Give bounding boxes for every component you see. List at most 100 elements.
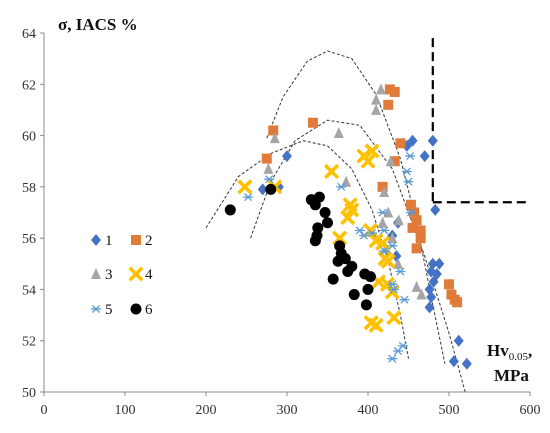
fit-curve (250, 119, 466, 393)
series-2-point (415, 233, 426, 244)
x-tick-label: 400 (358, 403, 379, 418)
series-5-point (336, 182, 347, 191)
x-axis-label-tail: , (528, 341, 532, 360)
legend-item-1: 1 (91, 233, 113, 249)
threshold-lines (431, 38, 530, 204)
series-5-point (395, 267, 406, 276)
series-4-point (363, 315, 379, 331)
x-tick-label: 600 (520, 403, 541, 418)
series-5-point (354, 226, 365, 235)
series-2-point (444, 279, 454, 290)
series-6-point (309, 235, 321, 247)
series-1-point (448, 355, 459, 368)
legend-item-4: 4 (128, 266, 153, 283)
legend-label-4: 4 (145, 267, 153, 283)
series-1-point (424, 301, 435, 314)
legend-item-5: 5 (91, 302, 113, 318)
series-6-point (342, 265, 354, 277)
series-1 (257, 134, 472, 370)
y-tick-label: 58 (22, 181, 36, 196)
series-3 (263, 83, 427, 300)
series-5-point (358, 231, 369, 240)
series-3-point (333, 127, 344, 139)
series-4-point (362, 222, 378, 238)
series-6-point (362, 283, 374, 295)
series-4-point (360, 153, 376, 169)
series-6-point (309, 199, 321, 211)
series-6-point (360, 299, 372, 311)
series-3-point (416, 288, 427, 300)
series-5-point (401, 167, 412, 176)
series-4-point (340, 210, 356, 226)
series-2-point (268, 125, 279, 136)
series-3-point (377, 216, 388, 228)
series-6-point (224, 204, 236, 216)
legend-marker-4 (128, 266, 144, 282)
series-3-point (411, 280, 422, 292)
series-4-point (364, 143, 380, 159)
series-1-point (282, 150, 292, 163)
series-2-point (307, 117, 318, 128)
series-3-point (371, 93, 382, 105)
x-tick-label: 100 (115, 403, 136, 418)
x-axis-label-sub: 0.05 (509, 351, 529, 363)
series-6-point (319, 207, 331, 218)
y-tick-label: 60 (22, 130, 36, 145)
series-5-point (405, 208, 416, 217)
legend-marker-6 (130, 303, 142, 315)
series-5-point (405, 152, 416, 161)
y-axis-label: σ, IACS % (58, 15, 138, 34)
legend-label-6: 6 (145, 302, 153, 318)
series-2-point (446, 289, 457, 300)
series-5-point (399, 295, 410, 304)
x-axis-label: Hv0.05, MPa (487, 341, 532, 385)
series-1-point (407, 134, 418, 147)
series-5-point (403, 177, 414, 186)
series-3-point (263, 162, 274, 174)
x-tick-label: 500 (439, 403, 460, 418)
series-2-point (383, 99, 394, 110)
series-5 (243, 152, 416, 363)
series-4-point (384, 284, 400, 300)
series-2-point (411, 215, 422, 226)
series-2-point (411, 243, 422, 254)
series-4-point (386, 310, 402, 326)
legend-item-3: 3 (91, 267, 113, 283)
y-tick-label: 50 (22, 386, 36, 401)
series-2-point (377, 181, 388, 192)
series-5-point (388, 285, 399, 294)
series-1-point (426, 291, 437, 304)
series-3-point (375, 83, 386, 95)
series-5-point (243, 193, 254, 202)
series-2-point (395, 138, 406, 149)
series-6-point (265, 183, 277, 195)
series-6 (224, 183, 376, 311)
fit-curves (205, 50, 466, 393)
series-1-point (453, 334, 464, 347)
data-points (224, 83, 472, 370)
series-2-point (261, 153, 272, 164)
series-4-point (375, 235, 391, 251)
series-2-point (452, 297, 463, 308)
legend-label-1: 1 (105, 233, 113, 249)
series-3-point (371, 103, 382, 115)
series-5-point (377, 208, 388, 217)
series-6-point (322, 217, 333, 229)
series-6-point (364, 271, 376, 283)
legend-marker-5 (91, 304, 101, 314)
legend-item-2: 2 (131, 233, 153, 249)
series-1-point (427, 134, 438, 147)
series-4-point (377, 251, 393, 267)
series-1-point (430, 203, 441, 216)
series-2-point (389, 86, 400, 97)
y-tick-label: 56 (22, 232, 36, 247)
series-6-point (332, 255, 344, 267)
series-1-point (391, 250, 402, 263)
axes (40, 32, 531, 396)
x-tick-label: 300 (277, 403, 298, 418)
series-1-point (257, 183, 268, 196)
series-1-point (419, 150, 430, 163)
series-1-point (461, 357, 472, 370)
series-5-point (379, 226, 390, 235)
